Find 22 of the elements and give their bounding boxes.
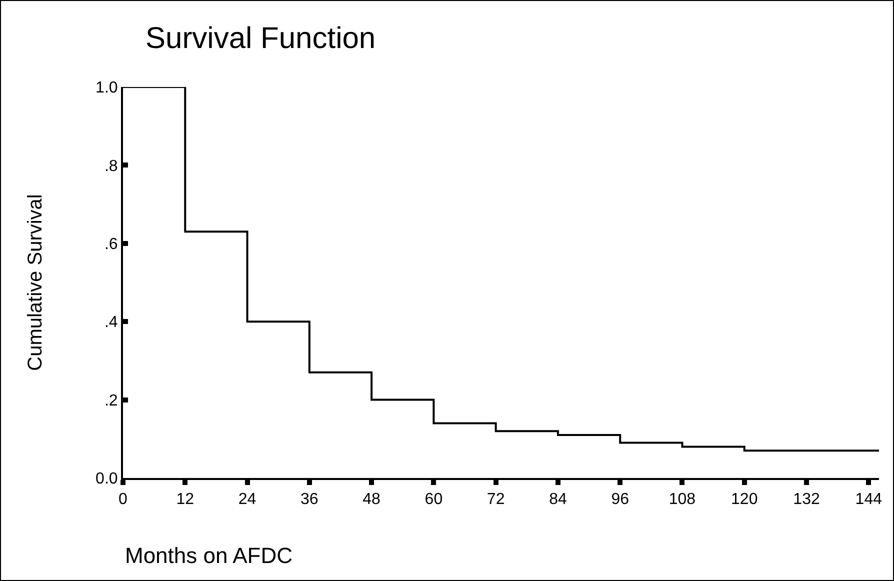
y-tick-label: 0.0 — [96, 470, 118, 488]
y-tick-label: 1.0 — [96, 80, 118, 97]
y-tick-label: .6 — [104, 236, 118, 253]
x-tick-label: 108 — [668, 491, 696, 508]
x-tick-label: 144 — [855, 491, 882, 508]
x-tick-label: 120 — [731, 491, 758, 508]
x-tick-label: 48 — [362, 491, 381, 508]
x-tick-label: 84 — [549, 491, 567, 508]
x-axis-title: Months on AFDC — [125, 543, 293, 568]
x-tick-label: 24 — [238, 491, 256, 508]
x-tick-label: 12 — [176, 491, 194, 508]
x-tick-label: 36 — [300, 491, 318, 508]
x-tick-label: 132 — [793, 491, 820, 508]
x-tick-label: 0 — [118, 491, 128, 508]
x-tick-label: 72 — [486, 491, 505, 508]
y-tick-label: .4 — [104, 314, 118, 332]
y-tick-label: .2 — [104, 392, 118, 410]
y-tick-label: .8 — [104, 158, 118, 175]
y-axis-title: Cumulative Survival — [24, 194, 47, 371]
x-tick-label: 60 — [424, 491, 443, 508]
x-tick-label: 96 — [611, 491, 630, 508]
chart-title: Survival Function — [146, 22, 376, 56]
